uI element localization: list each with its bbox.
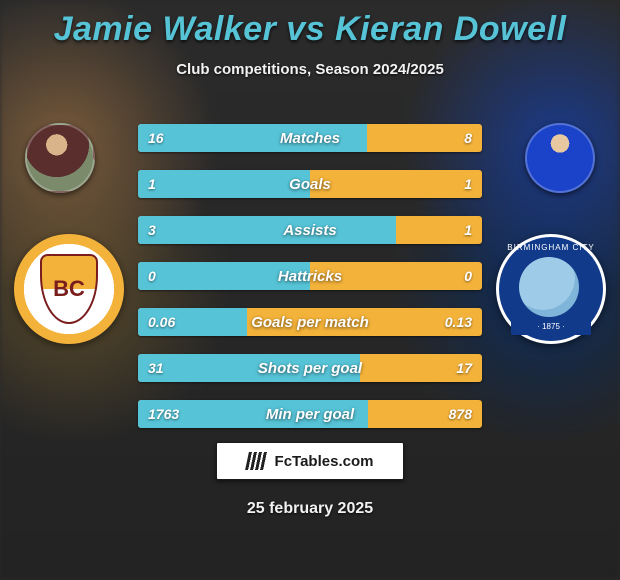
page-title: Jamie Walker vs Kieran Dowell <box>0 0 620 49</box>
page-subtitle: Club competitions, Season 2024/2025 <box>0 61 620 78</box>
stat-right-value: 0 <box>454 262 482 290</box>
stat-right-value: 8 <box>454 124 482 152</box>
crest-right-inner: BIRMINGHAM CITY · 1875 · <box>496 234 606 344</box>
crest-left-shield: BC <box>40 254 98 324</box>
club-crest-left: BC <box>14 234 124 344</box>
stat-row: 168Matches <box>138 124 482 152</box>
crest-right-ribbon: · 1875 · <box>511 319 591 335</box>
comparison-card: Jamie Walker vs Kieran Dowell Club compe… <box>0 0 620 580</box>
stat-left-value: 3 <box>138 216 166 244</box>
stat-left-value: 0.06 <box>138 308 185 336</box>
club-crest-right: BIRMINGHAM CITY · 1875 · <box>496 234 606 344</box>
stat-left-value: 1763 <box>138 400 189 428</box>
stat-right-value: 878 <box>439 400 482 428</box>
stat-row: 00Hattricks <box>138 262 482 290</box>
stat-left-value: 31 <box>138 354 174 382</box>
stat-left-value: 1 <box>138 170 166 198</box>
stat-right-value: 1 <box>454 170 482 198</box>
stat-row: 0.060.13Goals per match <box>138 308 482 336</box>
brand-text: FcTables.com <box>275 453 374 470</box>
player-left-avatar <box>25 123 95 193</box>
stat-row: 11Goals <box>138 170 482 198</box>
stat-right-value: 0.13 <box>435 308 482 336</box>
stat-right-value: 1 <box>454 216 482 244</box>
stat-left-value: 0 <box>138 262 166 290</box>
brand-box[interactable]: FcTables.com <box>216 442 404 480</box>
player-right-avatar <box>525 123 595 193</box>
stat-right-value: 17 <box>446 354 482 382</box>
date-text: 25 february 2025 <box>0 500 620 518</box>
crest-left-inner: BC <box>14 234 124 344</box>
crest-right-globe <box>519 257 579 317</box>
stats-rows: 168Matches11Goals31Assists00Hattricks0.0… <box>138 124 482 446</box>
stat-left-value: 16 <box>138 124 174 152</box>
brand-bars-icon <box>245 452 271 470</box>
stat-row: 31Assists <box>138 216 482 244</box>
crest-right-ring-text: BIRMINGHAM CITY <box>499 243 603 252</box>
stat-left-bar <box>138 216 396 244</box>
stat-row: 1763878Min per goal <box>138 400 482 428</box>
stat-row: 3117Shots per goal <box>138 354 482 382</box>
